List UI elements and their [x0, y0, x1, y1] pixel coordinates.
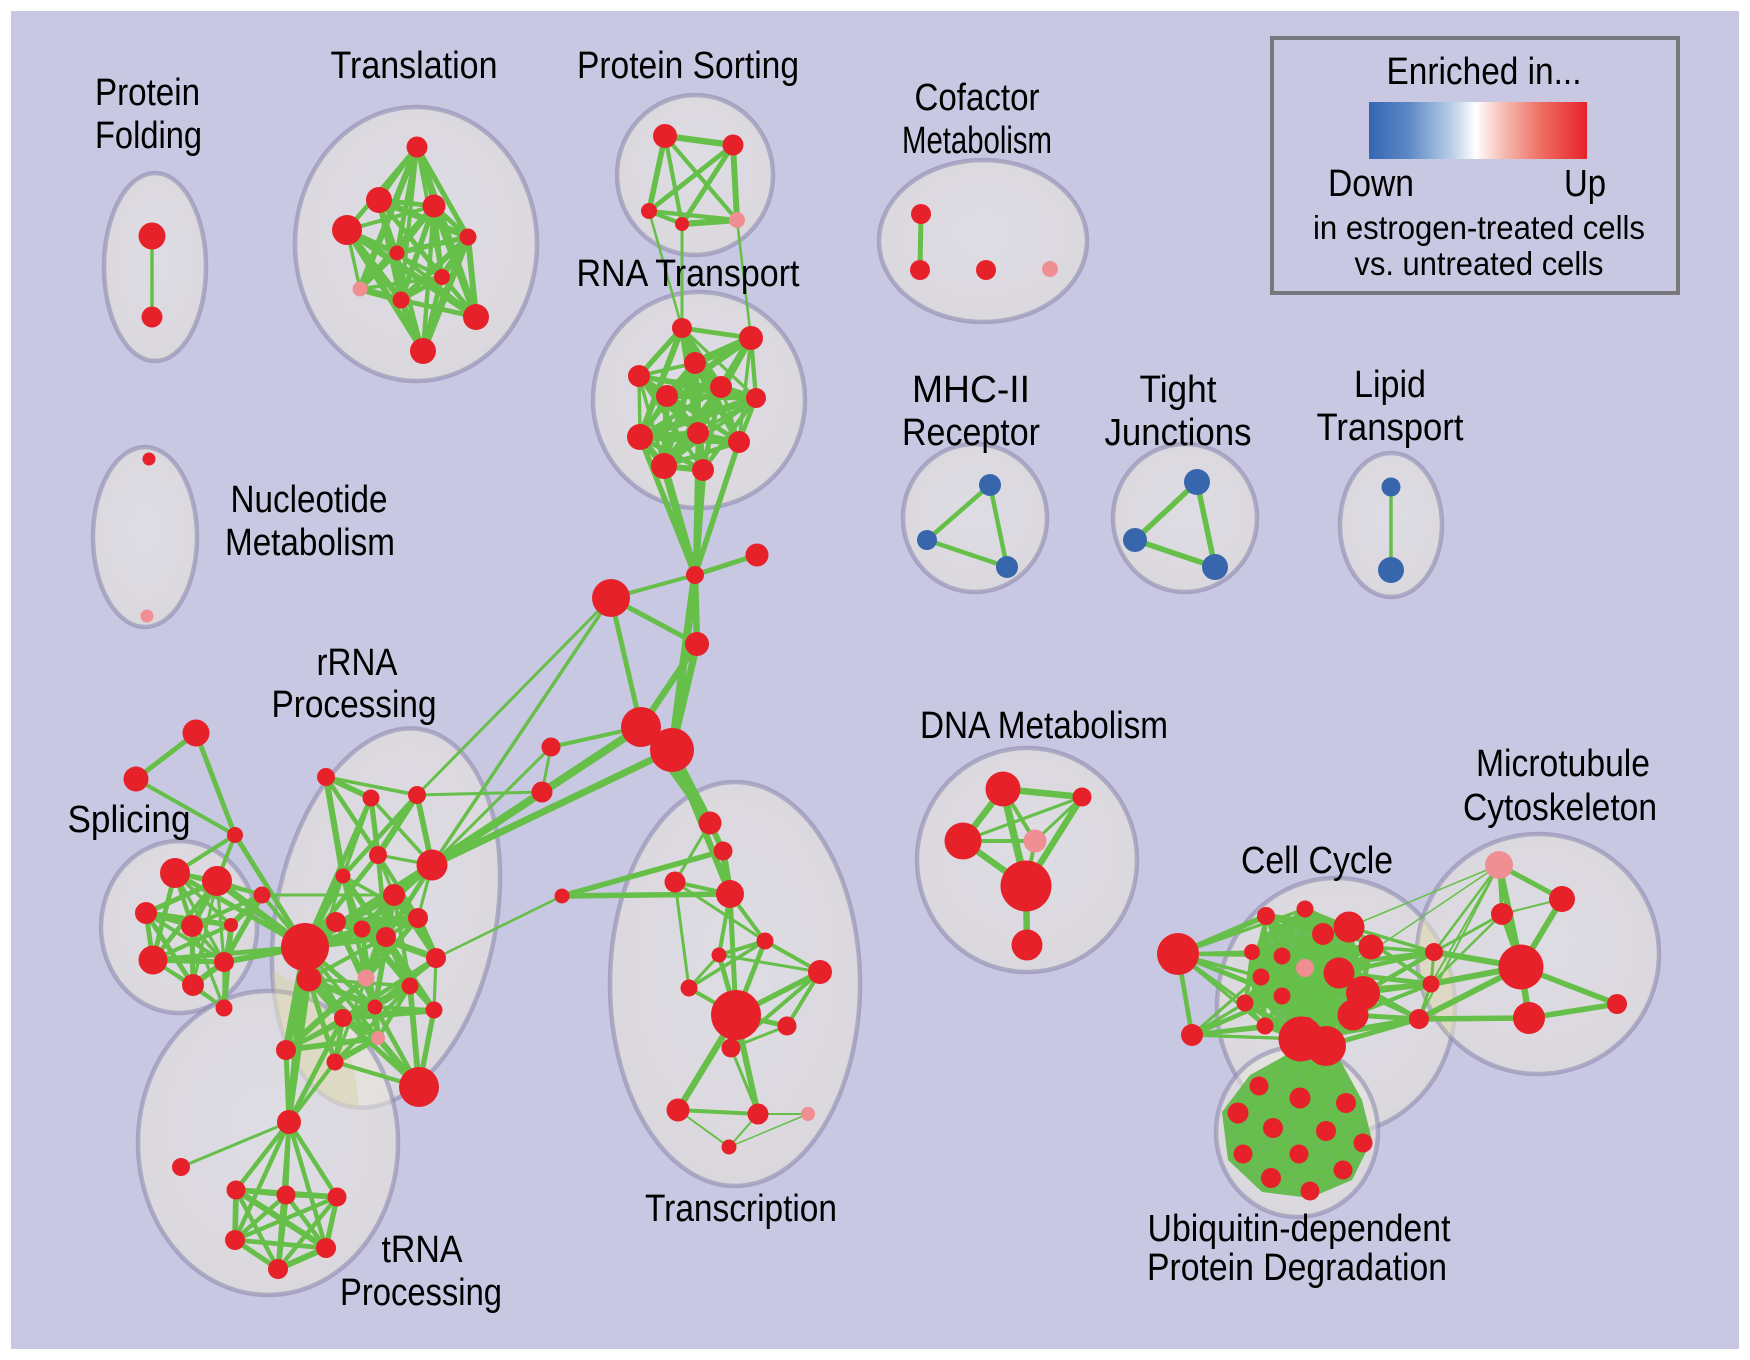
svg-text:rRNA: rRNA [317, 642, 399, 684]
svg-text:tRNA: tRNA [382, 1229, 464, 1271]
svg-text:Metabolism: Metabolism [225, 522, 395, 564]
svg-text:in estrogen-treated cells: in estrogen-treated cells [1313, 209, 1645, 246]
svg-text:Cofactor: Cofactor [915, 77, 1040, 119]
svg-text:Microtubule: Microtubule [1476, 743, 1650, 785]
svg-text:MHC-II: MHC-II [912, 369, 1030, 411]
svg-text:Ubiquitin-dependent: Ubiquitin-dependent [1148, 1208, 1451, 1250]
svg-text:Translation: Translation [331, 45, 498, 87]
svg-text:Metabolism: Metabolism [902, 120, 1052, 162]
svg-text:RNA Transport: RNA Transport [577, 253, 800, 295]
svg-text:DNA Metabolism: DNA Metabolism [920, 705, 1168, 747]
svg-text:Junctions: Junctions [1105, 412, 1252, 454]
svg-text:Protein Degradation: Protein Degradation [1147, 1247, 1447, 1289]
svg-text:Cell Cycle: Cell Cycle [1241, 840, 1393, 882]
svg-text:Transcription: Transcription [645, 1188, 837, 1230]
svg-text:Lipid: Lipid [1354, 364, 1426, 406]
svg-text:Cytoskeleton: Cytoskeleton [1463, 787, 1657, 829]
svg-text:Transport: Transport [1317, 407, 1464, 449]
svg-text:Down: Down [1328, 163, 1414, 205]
svg-text:Splicing: Splicing [68, 799, 191, 841]
svg-text:Processing: Processing [340, 1272, 502, 1314]
svg-text:Tight: Tight [1140, 369, 1217, 411]
svg-text:Processing: Processing [272, 684, 437, 726]
svg-text:Up: Up [1564, 163, 1606, 205]
svg-text:vs. untreated cells: vs. untreated cells [1355, 245, 1604, 282]
svg-text:Folding: Folding [95, 115, 202, 157]
svg-text:Enriched in...: Enriched in... [1387, 51, 1582, 93]
svg-text:Protein Sorting: Protein Sorting [577, 45, 799, 87]
svg-text:Receptor: Receptor [902, 412, 1040, 454]
svg-text:Protein: Protein [95, 72, 200, 114]
svg-text:Nucleotide: Nucleotide [231, 479, 388, 521]
